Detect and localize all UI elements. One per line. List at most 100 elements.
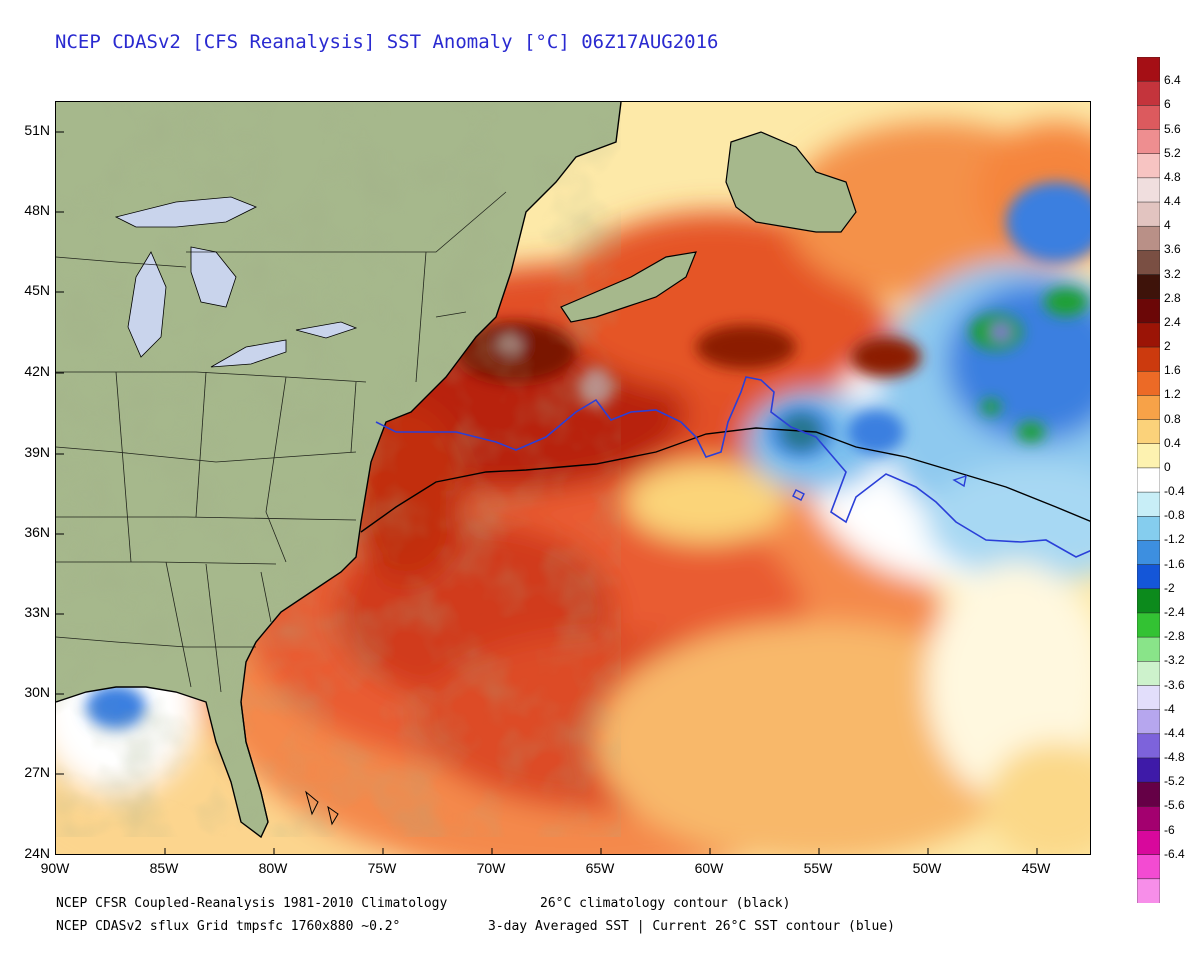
- lat-label: 33N: [24, 604, 50, 620]
- footer-climatology-source: NCEP CFSR Coupled-Reanalysis 1981-2010 C…: [56, 896, 448, 911]
- colorbar-swatch: [1137, 370, 1160, 397]
- colorbar-swatch: [1137, 57, 1160, 82]
- colorbar-label: -4.4: [1164, 725, 1185, 740]
- footer-climatology-contour: 26°C climatology contour (black): [540, 896, 791, 911]
- colorbar-label: 0: [1164, 459, 1171, 474]
- lat-label: 45N: [24, 282, 50, 298]
- colorbar-swatch: [1137, 830, 1160, 856]
- lon-label: 60W: [694, 860, 724, 876]
- colorbar-label: 4: [1164, 218, 1171, 233]
- colorbar-label: 5.2: [1164, 145, 1181, 160]
- colorbar-label: 6: [1164, 97, 1171, 112]
- colorbar-swatch: [1137, 516, 1160, 542]
- colorbar-swatch: [1137, 419, 1160, 445]
- colorbar-label: 1.2: [1164, 387, 1181, 402]
- lon-label: 70W: [476, 860, 506, 876]
- current-26c-contour: [375, 376, 1090, 558]
- colorbar-swatch: [1137, 733, 1160, 759]
- lat-label: 36N: [24, 524, 50, 540]
- lat-label: 39N: [24, 444, 50, 460]
- colorbar-label: -1.6: [1164, 556, 1185, 571]
- lon-label: 50W: [912, 860, 942, 876]
- colorbar-label: 4.4: [1164, 194, 1181, 208]
- colorbar-swatch: [1137, 491, 1160, 518]
- colorbar-label: -6: [1164, 822, 1175, 837]
- colorbar-swatch: [1137, 781, 1160, 808]
- colorbar-swatch: [1137, 250, 1160, 276]
- colorbar-swatch: [1137, 636, 1160, 663]
- lat-label: 51N: [24, 122, 50, 138]
- colorbar-swatch: [1137, 105, 1160, 131]
- colorbar-swatch: [1137, 225, 1160, 252]
- colorbar-swatch: [1137, 395, 1160, 421]
- colorbar-label: -6.4: [1164, 846, 1185, 861]
- colorbar-label: 2: [1164, 339, 1171, 354]
- colorbar-label: 0.4: [1164, 435, 1181, 450]
- colorbar-label: -1.2: [1164, 532, 1185, 547]
- colorbar-swatch: [1137, 201, 1160, 227]
- colorbar-swatch: [1137, 685, 1160, 711]
- lon-label: 55W: [803, 860, 833, 876]
- lat-label: 30N: [24, 684, 50, 700]
- colorbar-swatch: [1137, 612, 1160, 638]
- colorbar-swatch: [1137, 177, 1160, 203]
- colorbar-swatch: [1137, 153, 1160, 179]
- colorbar-label: 1.6: [1164, 363, 1181, 378]
- colorbar-swatch: [1137, 467, 1160, 493]
- colorbar-swatch: [1137, 564, 1160, 590]
- colorbar-label: 4.8: [1164, 169, 1181, 184]
- colorbar-swatch: [1137, 757, 1160, 783]
- lon-label: 85W: [149, 860, 179, 876]
- colorbar-label: -2.8: [1164, 629, 1185, 644]
- lon-label: 65W: [585, 860, 615, 876]
- colorbar-label: 0.8: [1164, 411, 1181, 426]
- colorbar-swatch: [1137, 322, 1160, 348]
- lon-label: 75W: [367, 860, 397, 876]
- colorbar-label: -0.8: [1164, 508, 1185, 523]
- lat-label: 24N: [24, 845, 50, 861]
- colorbar-swatch: [1137, 661, 1160, 687]
- lat-label: 27N: [24, 764, 50, 780]
- colorbar-swatch: [1137, 443, 1160, 469]
- colorbar-swatch: [1137, 540, 1160, 566]
- colorbar-swatch: [1137, 878, 1160, 903]
- colorbar-swatch: [1137, 709, 1160, 735]
- colorbar-label: 3.6: [1164, 242, 1181, 257]
- map-canvas: [56, 102, 1090, 854]
- lon-label: 80W: [258, 860, 288, 876]
- sst-anomaly-map[interactable]: [55, 101, 1091, 855]
- sst-anomaly-detail: [86, 182, 1090, 729]
- footer-current-contour: 3-day Averaged SST | Current 26°C SST co…: [488, 919, 895, 934]
- colorbar-label: -5.2: [1164, 774, 1185, 789]
- colorbar-swatch: [1137, 298, 1160, 324]
- colorbar-label: -3.2: [1164, 653, 1185, 668]
- colorbar-label: -3.6: [1164, 677, 1185, 692]
- colorbar-label: 5.6: [1164, 121, 1181, 136]
- map-ticks: [56, 131, 1038, 854]
- colorbar: [1137, 57, 1160, 903]
- colorbar-label: -0.4: [1164, 484, 1185, 499]
- colorbar-swatch: [1137, 806, 1160, 832]
- colorbar-label: -2: [1164, 580, 1175, 595]
- colorbar-swatch: [1137, 588, 1160, 614]
- map-title: NCEP CDASv2 [CFS Reanalysis] SST Anomaly…: [55, 31, 719, 53]
- colorbar-label: 3.2: [1164, 266, 1181, 281]
- lat-label: 48N: [24, 202, 50, 218]
- colorbar-swatch: [1137, 129, 1160, 155]
- colorbar-swatch: [1137, 854, 1160, 880]
- lon-label: 90W: [40, 860, 70, 876]
- colorbar-label: 2.4: [1164, 314, 1181, 329]
- colorbar-label: -4: [1164, 701, 1175, 716]
- colorbar-swatch: [1137, 80, 1160, 107]
- footer-grid-source: NCEP CDASv2 sflux Grid tmpsfc 1760x880 ~…: [56, 919, 401, 934]
- colorbar-label: -4.8: [1164, 750, 1185, 764]
- lat-label: 42N: [24, 363, 50, 379]
- colorbar-label: 2.8: [1164, 290, 1181, 305]
- climatology-26c-contour: [360, 427, 1090, 533]
- colorbar-swatch: [1137, 346, 1160, 372]
- land-north-america: [56, 102, 857, 839]
- colorbar-label: -5.6: [1164, 798, 1185, 813]
- lon-label: 45W: [1021, 860, 1051, 876]
- colorbar-label: 6.4: [1164, 73, 1181, 88]
- colorbar-swatch: [1137, 274, 1160, 300]
